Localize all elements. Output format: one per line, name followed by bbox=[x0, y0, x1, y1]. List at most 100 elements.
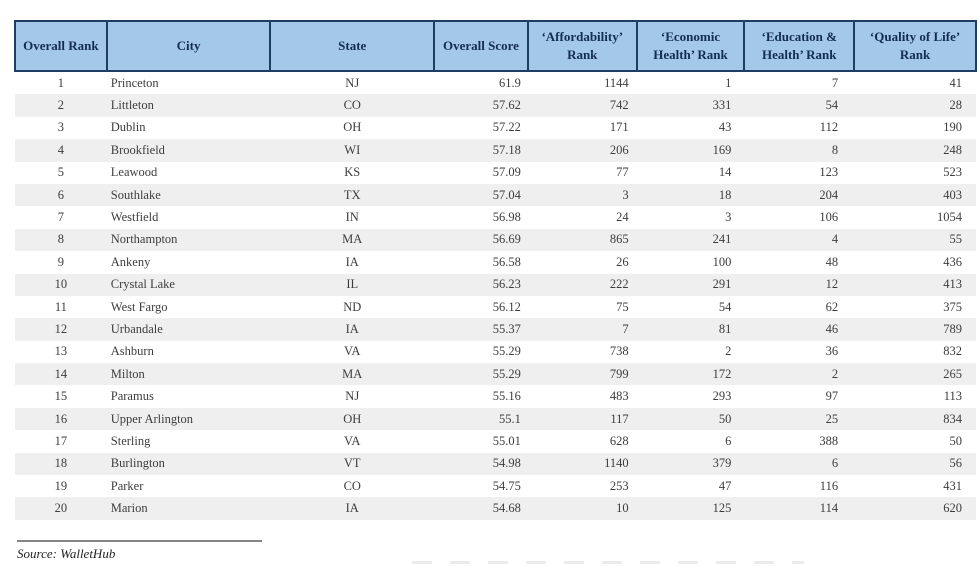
cell-education_health_rank: 48 bbox=[825, 254, 839, 269]
cell-overall_rank: 6 bbox=[57, 187, 64, 202]
cell-overall_rank: 5 bbox=[57, 165, 64, 180]
source-note: Source: WalletHub bbox=[17, 546, 116, 561]
cell-city: Ankeny bbox=[110, 254, 151, 269]
col-header-education-health-rank: ‘Education & Health’ Rank bbox=[743, 20, 856, 72]
table-row: 19 Parker CO 54.75 253 47 116 431 bbox=[15, 475, 976, 497]
cell-education_health_rank: 2 bbox=[831, 366, 839, 381]
col-header-city: City bbox=[105, 20, 272, 72]
cell-state: IN bbox=[345, 210, 359, 225]
table-row: 15 Paramus NJ 55.16 483 293 97 113 bbox=[15, 385, 976, 407]
cell-overall_rank: 19 bbox=[54, 478, 68, 493]
cell-overall_rank: 2 bbox=[57, 98, 64, 113]
cell-state: CO bbox=[343, 98, 361, 113]
cell-overall_rank: 13 bbox=[54, 344, 68, 359]
cell-state: MA bbox=[342, 366, 363, 381]
cell-city: Milton bbox=[110, 366, 145, 381]
cell-overall_score: 54.68 bbox=[492, 501, 521, 516]
cell-affordability_rank: 483 bbox=[609, 389, 629, 404]
cell-overall_score: 61.9 bbox=[498, 75, 521, 90]
cell-economic_health_rank: 125 bbox=[712, 501, 732, 516]
cell-economic_health_rank: 169 bbox=[712, 142, 732, 157]
table-row: 5 Leawood KS 57.09 77 14 123 523 bbox=[15, 162, 976, 184]
cell-quality_of_life_rank: 1054 bbox=[937, 210, 962, 225]
cell-overall_score: 57.09 bbox=[492, 165, 521, 180]
cell-affordability_rank: 742 bbox=[609, 98, 629, 113]
cell-affordability_rank: 117 bbox=[610, 411, 629, 426]
cell-affordability_rank: 24 bbox=[616, 210, 629, 225]
cell-overall_rank: 14 bbox=[54, 366, 68, 381]
cell-education_health_rank: 97 bbox=[825, 389, 839, 404]
cell-city: Paramus bbox=[110, 389, 154, 404]
cell-overall_rank: 9 bbox=[57, 254, 64, 269]
table-row: 10 Crystal Lake IL 56.23 222 291 12 413 bbox=[15, 273, 976, 296]
table-row: 16 Upper Arlington OH 55.1 117 50 25 834 bbox=[15, 407, 976, 431]
cell-city: Urbandale bbox=[110, 321, 163, 336]
cell-quality_of_life_rank: 50 bbox=[949, 433, 963, 448]
col-header-economic-health-rank: ‘Economic Health’ Rank bbox=[635, 20, 746, 72]
table-row: 12 Urbandale IA 55.37 7 81 46 789 bbox=[15, 318, 976, 341]
cell-quality_of_life_rank: 436 bbox=[943, 254, 962, 269]
cell-city: Westfield bbox=[110, 210, 159, 225]
cell-economic_health_rank: 293 bbox=[712, 389, 732, 404]
cell-affordability_rank: 222 bbox=[609, 277, 629, 292]
cell-education_health_rank: 123 bbox=[819, 165, 839, 180]
col-header-overall-rank: Overall Rank bbox=[14, 20, 108, 72]
cell-affordability_rank: 3 bbox=[622, 187, 629, 202]
cell-city: Burlington bbox=[110, 456, 165, 471]
cell-quality_of_life_rank: 620 bbox=[943, 501, 962, 516]
cell-affordability_rank: 171 bbox=[609, 120, 629, 135]
cell-affordability_rank: 26 bbox=[616, 254, 629, 269]
cell-economic_health_rank: 18 bbox=[718, 187, 732, 202]
cell-overall_rank: 10 bbox=[54, 277, 68, 292]
cell-state: VT bbox=[343, 456, 361, 471]
cell-quality_of_life_rank: 41 bbox=[949, 75, 963, 90]
cell-city: West Fargo bbox=[110, 299, 168, 314]
cell-affordability_rank: 1144 bbox=[604, 75, 629, 90]
cell-city: Northampton bbox=[110, 232, 178, 247]
table-row: 3 Dublin OH 57.22 171 43 112 190 bbox=[15, 117, 976, 139]
cell-education_health_rank: 54 bbox=[825, 98, 839, 113]
cell-city: Parker bbox=[110, 478, 144, 493]
cell-economic_health_rank: 54 bbox=[718, 299, 732, 314]
cell-city: Leawood bbox=[110, 165, 158, 180]
cell-state: VA bbox=[344, 344, 361, 359]
cell-education_health_rank: 36 bbox=[825, 344, 839, 359]
cell-economic_health_rank: 43 bbox=[718, 120, 732, 135]
cell-state: IL bbox=[346, 277, 359, 292]
cell-state: MA bbox=[342, 232, 363, 247]
cropped-text-artifact bbox=[412, 561, 804, 564]
cell-education_health_rank: 46 bbox=[825, 321, 839, 336]
cell-quality_of_life_rank: 403 bbox=[943, 187, 962, 202]
cell-overall_rank: 12 bbox=[54, 321, 68, 336]
cell-affordability_rank: 75 bbox=[616, 299, 629, 314]
table-row: 2 Littleton CO 57.62 742 331 54 28 bbox=[15, 94, 976, 117]
cell-education_health_rank: 112 bbox=[819, 120, 839, 135]
cell-city: Littleton bbox=[110, 98, 154, 113]
cell-state: NJ bbox=[345, 389, 360, 404]
cell-quality_of_life_rank: 190 bbox=[943, 120, 962, 135]
cell-quality_of_life_rank: 523 bbox=[943, 165, 962, 180]
col-header-overall-score: Overall Score bbox=[433, 20, 529, 72]
cell-education_health_rank: 388 bbox=[819, 433, 839, 448]
table-row: 6 Southlake TX 57.04 3 18 204 403 bbox=[15, 183, 976, 207]
col-header-quality-of-life-rank: ‘Quality of Life’ Rank bbox=[853, 20, 977, 72]
cell-affordability_rank: 10 bbox=[616, 501, 629, 516]
col-header-state: State bbox=[269, 20, 436, 72]
cell-overall_rank: 17 bbox=[54, 433, 68, 448]
cell-economic_health_rank: 50 bbox=[718, 411, 732, 426]
cell-state: IA bbox=[345, 254, 359, 269]
cell-state: CO bbox=[343, 478, 361, 493]
cell-state: OH bbox=[343, 411, 362, 426]
table-row: 17 Sterling VA 55.01 628 6 388 50 bbox=[15, 430, 976, 452]
cell-quality_of_life_rank: 55 bbox=[949, 232, 963, 247]
col-header-affordability-rank: ‘Affordability’ Rank bbox=[526, 20, 638, 72]
cell-economic_health_rank: 379 bbox=[712, 456, 732, 471]
cell-economic_health_rank: 47 bbox=[718, 478, 732, 493]
header-row: Overall Rank City State Overall Score ‘A… bbox=[14, 20, 977, 72]
city-rankings-table: Overall Rank City State Overall Score ‘A… bbox=[14, 20, 977, 520]
cell-overall_rank: 18 bbox=[54, 456, 68, 471]
cell-state: IA bbox=[345, 321, 359, 336]
cell-overall_score: 56.23 bbox=[492, 277, 521, 292]
cell-quality_of_life_rank: 832 bbox=[943, 344, 962, 359]
cell-overall_rank: 8 bbox=[57, 232, 64, 247]
